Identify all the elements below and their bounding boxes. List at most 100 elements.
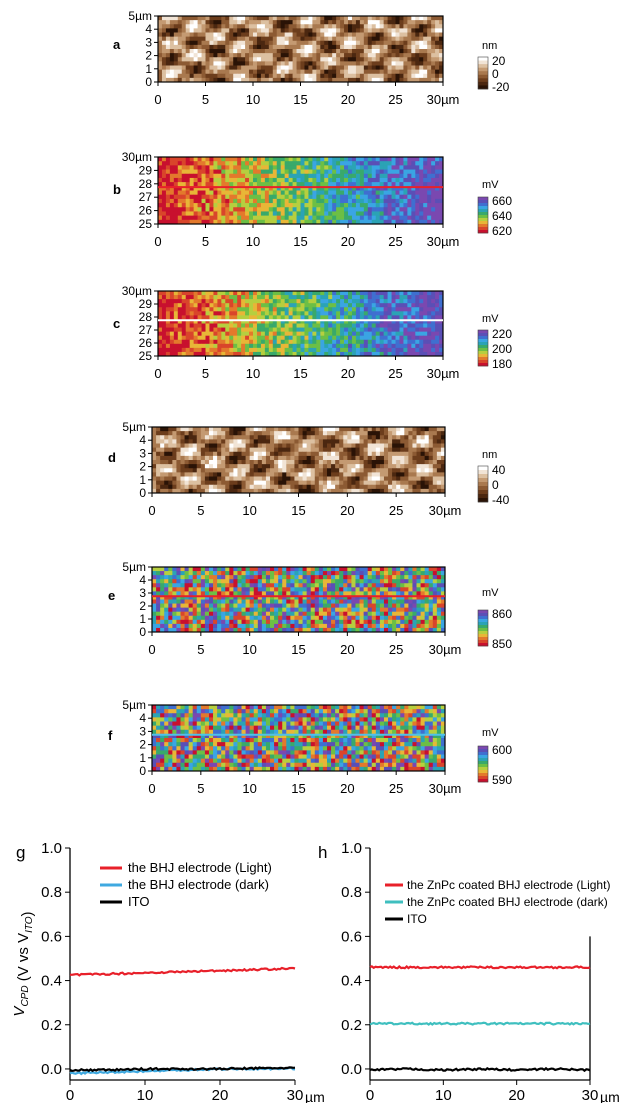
legend-entry: ITO bbox=[128, 894, 149, 909]
colorbar-tick-label: 620 bbox=[492, 224, 512, 238]
y-tick-label: 3 bbox=[139, 446, 146, 460]
legend-entry: the BHJ electrode (Light) bbox=[128, 860, 272, 875]
y-tick-label: 2 bbox=[145, 49, 152, 63]
colorbar-unit: mV bbox=[482, 179, 499, 191]
y-tick-label: 27 bbox=[139, 190, 153, 204]
colorbar-tick-label: -40 bbox=[492, 493, 510, 507]
y-tick-label: 30µm bbox=[122, 284, 152, 298]
y-tick-label: 0 bbox=[139, 764, 146, 778]
legend-entry: ITO bbox=[407, 912, 427, 926]
panel-letter-d: d bbox=[108, 450, 116, 465]
colorbar-tick-label: 0 bbox=[492, 478, 499, 492]
y-tick-label: 4 bbox=[139, 433, 146, 447]
colorbar-unit: mV bbox=[482, 313, 499, 325]
colorbar-tick-label: 660 bbox=[492, 194, 512, 208]
x-tick-label: 10 bbox=[137, 1087, 154, 1103]
y-tick-label: 28 bbox=[139, 177, 153, 191]
y-tick-label: 4 bbox=[139, 711, 146, 725]
y-tick-label: 0.2 bbox=[41, 1017, 62, 1034]
y-tick-label: 1 bbox=[139, 612, 146, 626]
x-tick-label: 20 bbox=[212, 1087, 229, 1103]
y-tick-label: 5µm bbox=[128, 9, 152, 23]
x-tick-label: 15 bbox=[291, 642, 305, 657]
colorbar-tick-label: -20 bbox=[492, 80, 510, 94]
legend-entry: the ZnPc coated BHJ electrode (Light) bbox=[407, 878, 610, 892]
colorbar-tick-label: 590 bbox=[492, 773, 512, 787]
x-tick-label: 0 bbox=[154, 234, 161, 249]
map-image bbox=[158, 291, 444, 357]
y-tick-label: 29 bbox=[139, 297, 153, 311]
x-tick-label: 30µm bbox=[429, 503, 462, 518]
y-tick-label: 0.0 bbox=[41, 1061, 62, 1078]
y-tick-label: 1 bbox=[139, 751, 146, 765]
colorbar bbox=[477, 745, 489, 783]
colorbar-tick-label: 180 bbox=[492, 357, 512, 371]
y-tick-label: 0 bbox=[139, 486, 146, 500]
y-tick-label: 5µm bbox=[122, 560, 146, 574]
x-tick-label: 5 bbox=[202, 234, 209, 249]
x-unit-label: µm bbox=[600, 1089, 620, 1103]
x-tick-label: 10 bbox=[246, 92, 260, 107]
x-tick-label: 20 bbox=[340, 642, 354, 657]
x-tick-label: 20 bbox=[341, 366, 355, 381]
x-tick-label: 20 bbox=[340, 781, 354, 796]
y-tick-label: 0.2 bbox=[341, 1017, 362, 1034]
y-tick-label: 0.6 bbox=[341, 928, 362, 945]
colorbar bbox=[477, 56, 489, 90]
y-tick-label: 2 bbox=[139, 460, 146, 474]
x-tick-label: 25 bbox=[388, 366, 402, 381]
y-tick-label: 0.4 bbox=[41, 973, 62, 990]
x-tick-label: 25 bbox=[389, 781, 403, 796]
x-tick-label: 15 bbox=[293, 234, 307, 249]
y-tick-label: 2 bbox=[139, 738, 146, 752]
colorbar-tick-label: 40 bbox=[492, 463, 506, 477]
x-tick-label: 15 bbox=[293, 92, 307, 107]
y-tick-label: 27 bbox=[139, 323, 153, 337]
x-unit-label: µm bbox=[305, 1089, 325, 1103]
y-axis-label-part: CPD bbox=[20, 985, 31, 1006]
colorbar-tick-label: 20 bbox=[492, 54, 506, 68]
chart-h: h 0.0 0.2 0.4 0.6 0.8 1.0 0 10 20 30 µm the ZnPc coa… bbox=[318, 840, 620, 1103]
x-tick-label: 0 bbox=[154, 366, 161, 381]
x-tick-label: 20 bbox=[340, 503, 354, 518]
x-tick-label: 10 bbox=[246, 234, 260, 249]
colorbar-unit: mV bbox=[482, 727, 499, 739]
x-tick-label: 30µm bbox=[427, 92, 460, 107]
x-tick-label: 25 bbox=[389, 503, 403, 518]
series-line-2 bbox=[69, 1066, 296, 1073]
y-tick-label: 29 bbox=[139, 163, 153, 177]
colorbar-unit: nm bbox=[482, 449, 497, 461]
legend-entry: the BHJ electrode (dark) bbox=[128, 877, 269, 892]
y-tick-label: 26 bbox=[139, 336, 153, 350]
colorbar-tick-label: 200 bbox=[492, 342, 512, 356]
map-image bbox=[158, 157, 444, 225]
y-tick-label: 4 bbox=[139, 573, 146, 587]
x-tick-label: 15 bbox=[293, 366, 307, 381]
y-tick-label: 0.6 bbox=[41, 928, 62, 945]
colorbar-tick-label: 600 bbox=[492, 743, 512, 757]
x-tick-label: 5 bbox=[202, 366, 209, 381]
y-tick-label: 0 bbox=[139, 625, 146, 639]
colorbar bbox=[477, 465, 489, 503]
legend-entry: the ZnPc coated BHJ electrode (dark) bbox=[407, 895, 608, 909]
colorbar-unit: mV bbox=[482, 587, 499, 599]
y-tick-label: 26 bbox=[139, 204, 153, 218]
y-axis-label-part: (V vs V bbox=[15, 933, 32, 986]
x-tick-label: 25 bbox=[388, 234, 402, 249]
y-axis-label-part: ) bbox=[19, 911, 36, 916]
x-tick-label: 10 bbox=[242, 503, 256, 518]
x-tick-label: 0 bbox=[66, 1087, 74, 1103]
x-tick-label: 30µm bbox=[429, 781, 462, 796]
y-tick-label: 0 bbox=[145, 75, 152, 89]
x-tick-label: 15 bbox=[291, 781, 305, 796]
x-tick-label: 0 bbox=[148, 781, 155, 796]
x-tick-label: 20 bbox=[508, 1087, 525, 1103]
map-image bbox=[152, 427, 446, 494]
colorbar bbox=[477, 196, 489, 234]
x-tick-label: 5 bbox=[202, 92, 209, 107]
x-tick-label: 30 bbox=[582, 1087, 599, 1103]
x-tick-label: 0 bbox=[148, 503, 155, 518]
y-tick-label: 0.8 bbox=[41, 884, 62, 901]
